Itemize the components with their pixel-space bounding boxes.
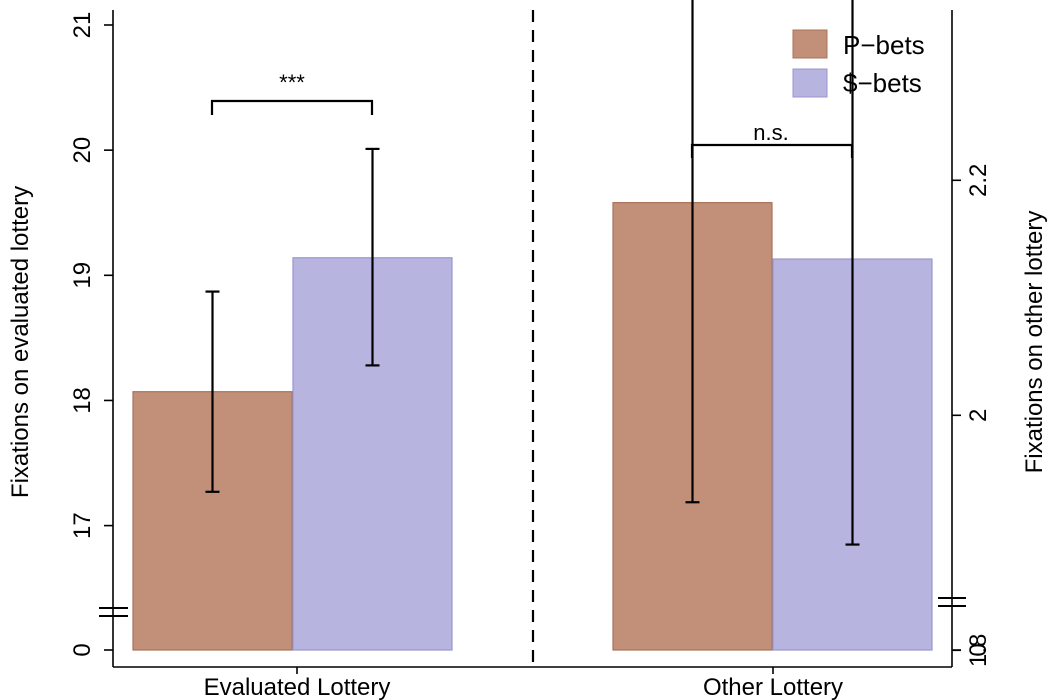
right-axis-title: Fixations on other lottery [1021,211,1048,474]
axes-layer [99,10,966,674]
left-tick-label: 21 [69,12,96,39]
legend: P−bets $−bets [792,29,925,98]
significance-label-other: n.s. [753,120,788,145]
right-tick-label: 0 [965,643,992,656]
left-tick-label: 20 [69,137,96,164]
legend-swatch-dollar-bets [792,68,828,98]
x-tick-label-other: Other Lottery [703,674,843,700]
legend-label-p-bets: P−bets [843,30,925,60]
legend-label-dollar-bets: $−bets [843,68,922,98]
left-tick-label: 19 [69,262,96,289]
right-tick-label: 2.2 [965,164,992,197]
significance-label-evaluated: *** [279,70,305,95]
significance-bracket-evaluated [210,99,374,115]
left-tick-label: 18 [69,387,96,414]
significance-bracket-other [690,143,854,158]
bars-layer [132,202,933,651]
left-tick-label: 17 [69,512,96,539]
error-bars-layer [205,0,860,546]
left-axis-title: Fixations on evaluated lottery [7,186,34,498]
x-tick-label-evaluated: Evaluated Lottery [204,674,391,700]
significance-layer [210,99,854,158]
left-tick-label: 0 [69,643,96,656]
legend-swatch-p-bets [792,29,828,59]
right-tick-label: 1.8 [965,634,992,667]
right-tick-label: 2 [965,409,992,422]
